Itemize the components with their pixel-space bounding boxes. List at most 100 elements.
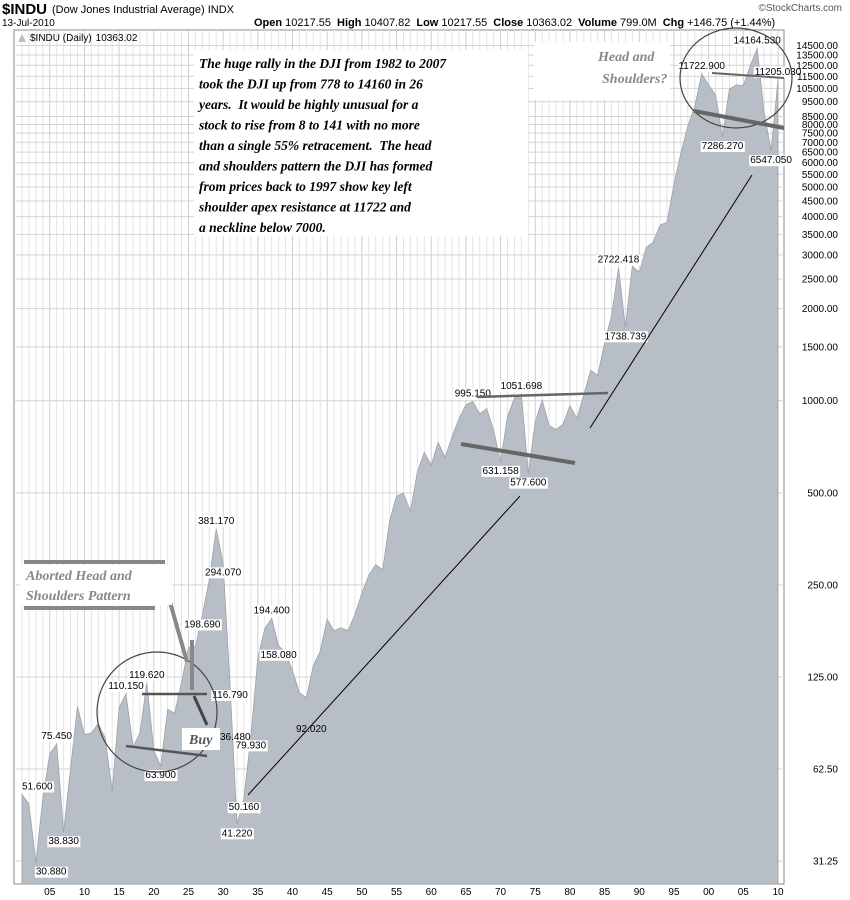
legend: $INDU (Daily) 10363.02 — [30, 33, 138, 44]
data-label-bg — [453, 388, 493, 400]
data-label-bg — [499, 381, 544, 393]
trendline — [125, 744, 208, 758]
arrow — [192, 695, 209, 726]
note: Aborted Head and — [25, 569, 133, 584]
commentary-line: The huge rally in the DJI from 1982 to 2… — [199, 56, 447, 71]
data-label: 11722.900 — [678, 61, 725, 72]
trendline — [589, 174, 753, 429]
area — [21, 48, 779, 885]
data-label: 1738.739 — [605, 331, 647, 342]
data-label: 7286.270 — [702, 141, 744, 152]
y-tick-label: 8000.00 — [802, 120, 839, 131]
drawings — [24, 27, 793, 796]
trendline — [247, 495, 521, 796]
commentary-line: and shoulders pattern the DJI has formed — [199, 159, 433, 174]
data-label-bg — [732, 35, 783, 47]
y-tick-label: 10500.00 — [796, 84, 838, 95]
annotation: 92.020 — [296, 724, 327, 735]
trendline — [711, 72, 785, 79]
data-label: 119.620 — [129, 670, 165, 681]
y-tick-label: 5000.00 — [802, 182, 839, 193]
trendline — [693, 109, 785, 130]
data-label-bg — [677, 60, 727, 72]
y-tick-label: 1500.00 — [802, 342, 839, 353]
x-tick-label: 65 — [460, 887, 472, 898]
data-label: 2722.418 — [598, 255, 640, 266]
data-label-bg — [227, 802, 261, 814]
annotation: 36.480 — [220, 732, 251, 743]
stat-label: Chg — [663, 17, 684, 29]
data-label-bg — [603, 331, 648, 343]
note-box — [182, 728, 220, 750]
commentary-line: took the DJI up from 778 to 14160 in 26 — [199, 77, 423, 92]
trendline — [460, 442, 576, 465]
y-tick-label: 3500.00 — [802, 230, 839, 241]
x-tick-label: 00 — [703, 887, 715, 898]
data-label: 116.790 — [212, 690, 248, 701]
y-tick-label: 14500.00 — [796, 41, 838, 52]
note: Shoulders Pattern — [26, 589, 131, 604]
stat-value: 10217.55 — [441, 17, 487, 29]
x-tick-label: 40 — [287, 887, 299, 898]
stat-value: +146.75 (+1.44%) — [687, 17, 775, 29]
data-label: 995.150 — [455, 388, 492, 399]
x-tick-label: 70 — [495, 887, 507, 898]
y-tick-label: 125.00 — [807, 672, 838, 683]
x-tick-label: 75 — [530, 887, 542, 898]
arrow — [166, 594, 189, 663]
y-tick-label: 13500.00 — [796, 51, 838, 62]
stat-value: 10407.82 — [364, 17, 410, 29]
note: Buy — [188, 733, 213, 748]
y-tick-label: 9500.00 — [802, 97, 839, 108]
commentary-line: years. It would be highly unusual for a — [197, 97, 419, 112]
x-tick-label: 80 — [564, 887, 576, 898]
note-box — [20, 565, 172, 605]
data-label: 1051.698 — [501, 381, 543, 392]
y-tick-label: 1000.00 — [802, 396, 839, 407]
legend-name: $INDU (Daily) — [30, 33, 92, 44]
date: 13-Jul-2010 — [2, 18, 55, 29]
data-label-bg — [596, 254, 641, 266]
data-label-bg — [252, 605, 292, 617]
data-label: 158.080 — [261, 650, 298, 661]
data-label: 14164.530 — [734, 36, 782, 47]
data-label: 30.880 — [36, 867, 67, 878]
x-tick-label: 10 — [772, 887, 784, 898]
legend-swatch — [18, 34, 26, 42]
circle — [96, 651, 218, 773]
stat-label: Volume — [578, 17, 617, 29]
y-tick-label: 250.00 — [807, 580, 838, 591]
data-label: 50.160 — [229, 802, 260, 813]
data-label-bg — [197, 515, 236, 527]
y-tick-label: 6000.00 — [802, 158, 839, 169]
x-tick-label: 95 — [668, 887, 680, 898]
x-tick-label: 05 — [44, 887, 56, 898]
y-tick-label: 2000.00 — [802, 304, 839, 315]
stat-value: 10217.55 — [285, 17, 331, 29]
stat-value: 799.0M — [620, 17, 657, 29]
data-label-bg — [481, 465, 521, 477]
symbol-name: (Dow Jones Industrial Average) INDX — [52, 4, 235, 16]
data-label-bg — [259, 649, 299, 661]
data-label: 294.070 — [205, 567, 242, 578]
y-tick-label: 7500.00 — [802, 129, 839, 140]
x-tick-label: 10 — [79, 887, 91, 898]
commentary-box — [194, 50, 528, 236]
data-label-bg — [211, 689, 250, 701]
stat-label: Low — [416, 17, 438, 29]
commentary-line: than a single 55% retracement. The head — [199, 138, 432, 153]
x-tick-label: 60 — [426, 887, 438, 898]
note: Shoulders? — [602, 72, 667, 87]
data-label: 79.930 — [236, 740, 267, 751]
y-tick-label: 7000.00 — [802, 138, 839, 149]
data-label-bg — [107, 680, 146, 692]
y-tick-label: 8500.00 — [802, 112, 839, 123]
data-label: 38.830 — [48, 836, 79, 847]
stats: Open 10217.55 High 10407.82 Low 10217.55 Close… — [254, 17, 775, 29]
y-tick-label: 11500.00 — [797, 72, 838, 83]
circle — [679, 27, 793, 129]
data-label-bg — [509, 477, 548, 489]
stat-value: 10363.02 — [526, 17, 572, 29]
x-tick-label: 20 — [148, 887, 160, 898]
